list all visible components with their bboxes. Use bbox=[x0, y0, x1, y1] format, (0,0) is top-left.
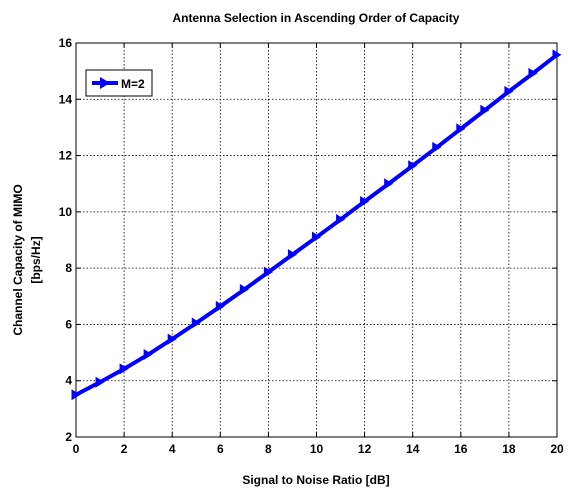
x-tick-label: 14 bbox=[406, 442, 420, 456]
y-tick-label: 14 bbox=[59, 92, 73, 106]
data-point bbox=[312, 231, 321, 243]
data-point bbox=[384, 178, 394, 190]
x-tick-label: 18 bbox=[502, 442, 516, 456]
x-axis-label: Signal to Noise Ratio [dB] bbox=[242, 473, 389, 487]
x-tick-label: 16 bbox=[454, 442, 468, 456]
data-point bbox=[263, 266, 273, 278]
x-tick-label: 0 bbox=[73, 442, 80, 456]
data-point bbox=[167, 333, 177, 345]
y-axis-label-line2: [bps/Hz] bbox=[29, 236, 43, 283]
data-point bbox=[552, 49, 562, 61]
data-point bbox=[239, 284, 249, 296]
data-point bbox=[408, 160, 418, 172]
legend-label: M=2 bbox=[121, 77, 145, 91]
chart-title: Antenna Selection in Ascending Order of … bbox=[173, 11, 460, 25]
x-tick-label: 8 bbox=[265, 442, 272, 456]
y-tick-label: 8 bbox=[65, 261, 72, 275]
y-tick-label: 2 bbox=[65, 430, 72, 444]
grid-layer bbox=[76, 43, 557, 437]
data-point bbox=[191, 317, 201, 329]
data-point bbox=[71, 389, 81, 401]
x-tick-label: 20 bbox=[550, 442, 564, 456]
x-tick-label: 12 bbox=[358, 442, 372, 456]
data-point bbox=[95, 376, 105, 388]
data-point bbox=[143, 349, 153, 361]
x-tick-label: 2 bbox=[121, 442, 128, 456]
x-tick-label: 10 bbox=[310, 442, 324, 456]
data-point bbox=[215, 300, 225, 312]
data-point bbox=[504, 85, 514, 97]
data-point bbox=[528, 67, 538, 79]
y-axis-label-line1: Channel Capacity of MIMO bbox=[11, 184, 25, 335]
y-axis-label: Channel Capacity of MIMO [bps/Hz] bbox=[11, 184, 43, 335]
data-point bbox=[456, 123, 466, 135]
x-tick-label: 6 bbox=[217, 442, 224, 456]
data-point bbox=[119, 363, 129, 375]
data-point bbox=[432, 141, 442, 153]
series-layer bbox=[71, 49, 562, 401]
x-tick-label: 4 bbox=[169, 442, 176, 456]
data-point bbox=[287, 249, 297, 261]
data-point bbox=[480, 104, 490, 116]
legend: M=2 bbox=[85, 69, 153, 97]
y-tick-label: 4 bbox=[65, 374, 72, 388]
legend-marker bbox=[100, 77, 110, 89]
y-tick-label: 12 bbox=[59, 149, 73, 163]
y-tick-label: 6 bbox=[65, 317, 72, 331]
y-tick-label: 10 bbox=[59, 205, 73, 219]
y-tick-label: 16 bbox=[59, 36, 73, 50]
data-point bbox=[360, 195, 370, 207]
data-point bbox=[336, 213, 346, 225]
